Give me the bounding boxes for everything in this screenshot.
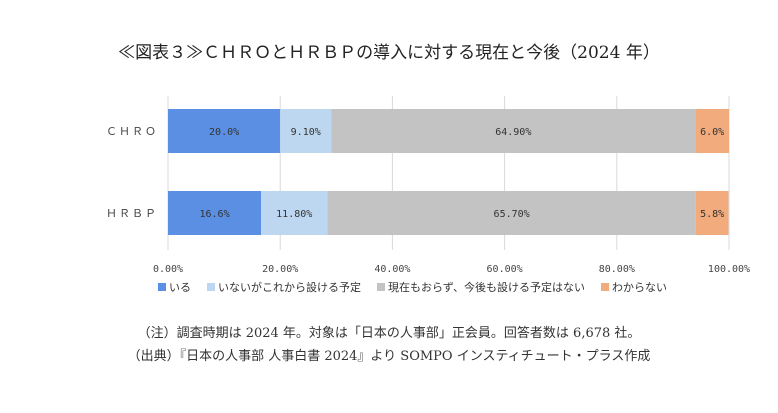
legend-label: 現在もおらず、今後も設ける予定はない bbox=[388, 280, 585, 294]
x-tick-label: 100.00% bbox=[708, 264, 750, 275]
legend-swatch bbox=[207, 283, 215, 291]
bar-segment bbox=[327, 191, 696, 235]
bar-segment bbox=[168, 191, 262, 235]
data-label: 9.10% bbox=[291, 127, 321, 138]
bar-segment bbox=[331, 109, 696, 153]
category-label: ＨＲＢＰ bbox=[106, 207, 158, 220]
data-label: 20.0% bbox=[209, 127, 239, 138]
data-label: 64.90% bbox=[495, 127, 531, 138]
legend-label: いる bbox=[169, 281, 191, 294]
stacked-bar-chart: 0.00% 20.00% 40.00% 60.00% 80.00% 100.00% 20.0… bbox=[106, 96, 750, 294]
bar-segment bbox=[168, 109, 281, 153]
chart-note: （注）調査時期は 2024 年。対象は「日本の人事部」正会員。回答者数は 6,6… bbox=[137, 326, 641, 341]
data-label: 11.80% bbox=[276, 209, 312, 220]
legend-label: わからない bbox=[612, 281, 667, 294]
chart-title: ≪図表３≫ＣＨＲＯとＨＲＢＰの導入に対する現在と今後（2024 年） bbox=[118, 43, 660, 63]
category-label: ＣＨＲＯ bbox=[106, 125, 158, 138]
bar-segment bbox=[695, 109, 729, 153]
data-label: 5.8% bbox=[700, 209, 724, 220]
bar-segment bbox=[280, 109, 332, 153]
x-tick-label: 40.00% bbox=[374, 264, 410, 275]
legend-swatch bbox=[377, 283, 385, 291]
legend-swatch bbox=[158, 283, 166, 291]
bar-segment bbox=[261, 191, 328, 235]
x-tick-label: 60.00% bbox=[487, 264, 523, 275]
data-label: 65.70% bbox=[494, 209, 530, 220]
x-tick-label: 20.00% bbox=[262, 264, 298, 275]
x-tick-label: 0.00% bbox=[153, 264, 183, 275]
legend-label: いないがこれから設ける予定 bbox=[218, 280, 361, 294]
chart-source: （出典）『日本の人事部 人事白書 2024』より SOMPO インスティチュート… bbox=[127, 349, 651, 364]
x-tick-label: 80.00% bbox=[599, 264, 635, 275]
data-label: 6.0% bbox=[700, 127, 724, 138]
data-label: 16.6% bbox=[200, 209, 230, 220]
bar-segment bbox=[695, 191, 729, 235]
legend-swatch bbox=[601, 283, 610, 291]
